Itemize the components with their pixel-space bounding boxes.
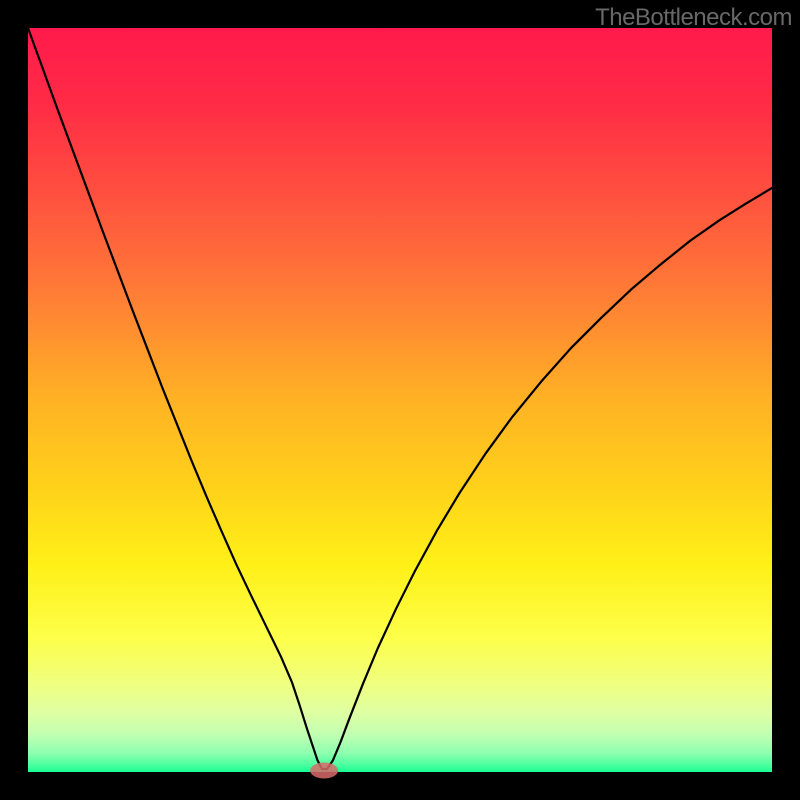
chart-container: TheBottleneck.com <box>0 0 800 800</box>
watermark-text: TheBottleneck.com <box>595 4 792 32</box>
bottleneck-chart <box>0 0 800 800</box>
chart-gradient-bg <box>28 28 772 772</box>
optimal-point-marker <box>310 763 338 779</box>
